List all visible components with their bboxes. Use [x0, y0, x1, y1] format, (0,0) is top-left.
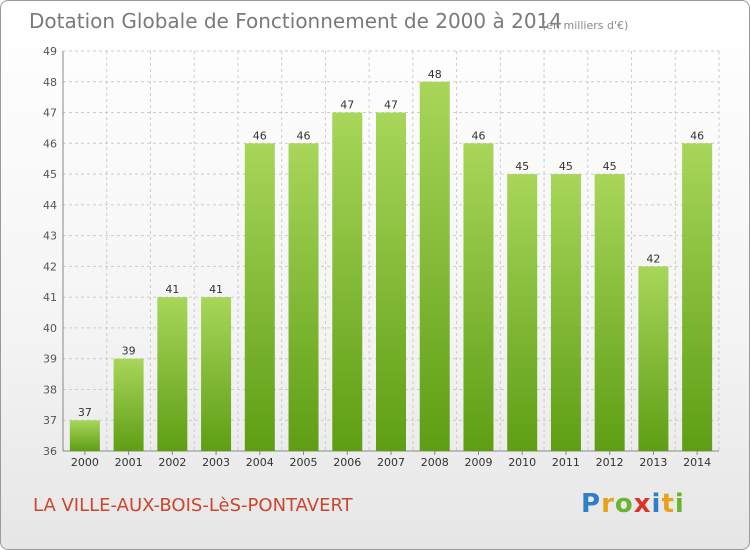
- data-label: 41: [209, 283, 223, 296]
- data-label: 45: [603, 160, 617, 173]
- chart-title: Dotation Globale de Fonctionnement de 20…: [29, 9, 562, 33]
- x-tick-label: 2006: [333, 456, 361, 469]
- data-label: 45: [515, 160, 529, 173]
- bar-2013[interactable]: [638, 266, 669, 451]
- data-label: 46: [297, 129, 311, 142]
- bar-2009[interactable]: [463, 143, 494, 452]
- x-tick-label: 2003: [202, 456, 230, 469]
- x-tick-label: 2012: [596, 456, 624, 469]
- y-tick-label: 47: [43, 107, 57, 120]
- bar-2014[interactable]: [682, 143, 713, 452]
- y-tick-label: 41: [43, 291, 57, 304]
- bar-2000[interactable]: [69, 420, 100, 451]
- x-tick-label: 2004: [246, 456, 274, 469]
- data-label: 46: [471, 129, 485, 142]
- data-label: 39: [122, 345, 136, 358]
- x-tick-label: 2010: [508, 456, 536, 469]
- commune-name: LA VILLE-AUX-BOIS-LèS-PONTAVERT: [33, 495, 353, 516]
- y-tick-label: 39: [43, 353, 57, 366]
- x-tick-label: 2013: [639, 456, 667, 469]
- bar-2003[interactable]: [201, 297, 232, 451]
- data-label: 47: [340, 99, 354, 112]
- y-tick-label: 43: [43, 230, 57, 243]
- bar-2008[interactable]: [419, 81, 450, 452]
- x-tick-label: 2009: [464, 456, 492, 469]
- bar-2012[interactable]: [594, 174, 625, 452]
- x-tick-label: 2005: [290, 456, 318, 469]
- y-tick-label: 44: [43, 199, 57, 212]
- data-label: 46: [690, 129, 704, 142]
- data-label: 41: [165, 283, 179, 296]
- logo-letter: r: [601, 489, 615, 519]
- bar-2004[interactable]: [244, 143, 275, 452]
- x-tick-label: 2008: [421, 456, 449, 469]
- y-tick-label: 38: [43, 383, 57, 396]
- x-tick-label: 2014: [683, 456, 711, 469]
- y-tick-label: 49: [43, 45, 57, 58]
- bar-2002[interactable]: [157, 297, 188, 451]
- bar-2010[interactable]: [507, 174, 538, 452]
- bar-2005[interactable]: [288, 143, 319, 452]
- data-label: 37: [78, 406, 92, 419]
- logo-letter: i: [651, 489, 662, 519]
- logo-letter: x: [633, 489, 652, 519]
- bar-2011[interactable]: [550, 174, 581, 452]
- y-tick-label: 45: [43, 168, 57, 181]
- x-tick-label: 2002: [158, 456, 186, 469]
- y-tick-label: 36: [43, 445, 57, 458]
- y-tick-label: 48: [43, 76, 57, 89]
- bar-2006[interactable]: [332, 112, 363, 452]
- logo-letter: P: [581, 489, 602, 519]
- y-tick-label: 40: [43, 322, 57, 335]
- bar-2007[interactable]: [376, 112, 406, 452]
- chart-units: (en milliers d'€): [542, 19, 629, 32]
- logo-letter: o: [614, 489, 634, 519]
- y-tick-label: 42: [43, 260, 57, 273]
- y-tick-label: 46: [43, 137, 57, 150]
- x-tick-label: 2007: [377, 456, 405, 469]
- x-tick-label: 2001: [115, 456, 143, 469]
- data-label: 42: [646, 252, 660, 265]
- logo-letter: t: [661, 489, 675, 519]
- y-tick-label: 37: [43, 414, 57, 427]
- logo-letter: i: [674, 489, 685, 519]
- data-label: 48: [428, 68, 442, 81]
- x-tick-label: 2000: [71, 456, 99, 469]
- bar-2001[interactable]: [113, 358, 144, 451]
- proxiti-logo[interactable]: Proxiti: [581, 489, 685, 519]
- data-label: 47: [384, 99, 398, 112]
- data-label: 45: [559, 160, 573, 173]
- x-tick-label: 2011: [552, 456, 580, 469]
- data-label: 46: [253, 129, 267, 142]
